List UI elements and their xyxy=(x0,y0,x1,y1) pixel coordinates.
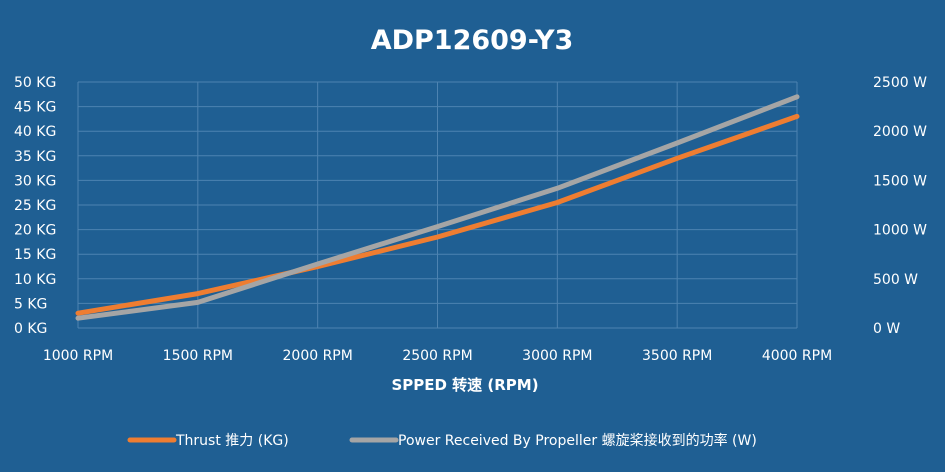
left-tick-label: 25 KG xyxy=(14,198,56,214)
series-line-thrust xyxy=(75,113,800,316)
x-tick-label: 2500 RPM xyxy=(402,348,472,364)
right-tick-label: 1000 W xyxy=(873,223,927,239)
left-tick-label: 10 KG xyxy=(14,272,56,288)
series-line-power xyxy=(75,94,800,321)
right-tick-label: 2500 W xyxy=(873,75,927,91)
left-tick-label: 15 KG xyxy=(14,247,56,263)
left-axis-ticks: 0 KG 5 KG 10 KG 15 KG 20 KG 25 KG 30 KG 35 KG 40… xyxy=(14,75,56,337)
left-tick-label: 45 KG xyxy=(14,100,56,116)
left-tick-label: 5 KG xyxy=(14,296,47,312)
right-tick-label: 1500 W xyxy=(873,173,927,189)
right-tick-label: 0 W xyxy=(873,321,900,337)
left-tick-label: 50 KG xyxy=(14,75,56,91)
x-tick-label: 4000 RPM xyxy=(762,348,832,364)
left-tick-label: 35 KG xyxy=(14,149,56,165)
legend-label: Thrust 推力 (KG) xyxy=(175,433,289,449)
left-tick-label: 40 KG xyxy=(14,124,56,140)
series-lines xyxy=(75,94,800,321)
chart-title: ADP12609-Y3 xyxy=(371,25,574,56)
x-tick-label: 2000 RPM xyxy=(283,348,353,364)
right-tick-label: 500 W xyxy=(873,272,918,288)
right-axis-ticks: 0 W 500 W 1000 W 1500 W 2000 W 2500 W xyxy=(873,75,927,337)
right-tick-label: 2000 W xyxy=(873,124,927,140)
x-axis-label: SPPED 转速 (RPM) xyxy=(391,376,538,394)
x-tick-label: 1500 RPM xyxy=(163,348,233,364)
x-tick-label: 3000 RPM xyxy=(522,348,592,364)
x-tick-label: 1000 RPM xyxy=(43,348,113,364)
grid-lines xyxy=(77,81,798,329)
x-axis-ticks: 1000 RPM 1500 RPM 2000 RPM 2500 RPM 3000 RPM… xyxy=(43,348,832,364)
left-tick-label: 20 KG xyxy=(14,223,56,239)
x-tick-label: 3500 RPM xyxy=(642,348,712,364)
left-tick-label: 30 KG xyxy=(14,173,56,189)
legend: Thrust 推力 (KG) Power Received By Propelle… xyxy=(127,432,757,449)
legend-label: Power Received By Propeller 螺旋桨接收到的功率 (W… xyxy=(398,432,757,449)
left-tick-label: 0 KG xyxy=(14,321,47,337)
